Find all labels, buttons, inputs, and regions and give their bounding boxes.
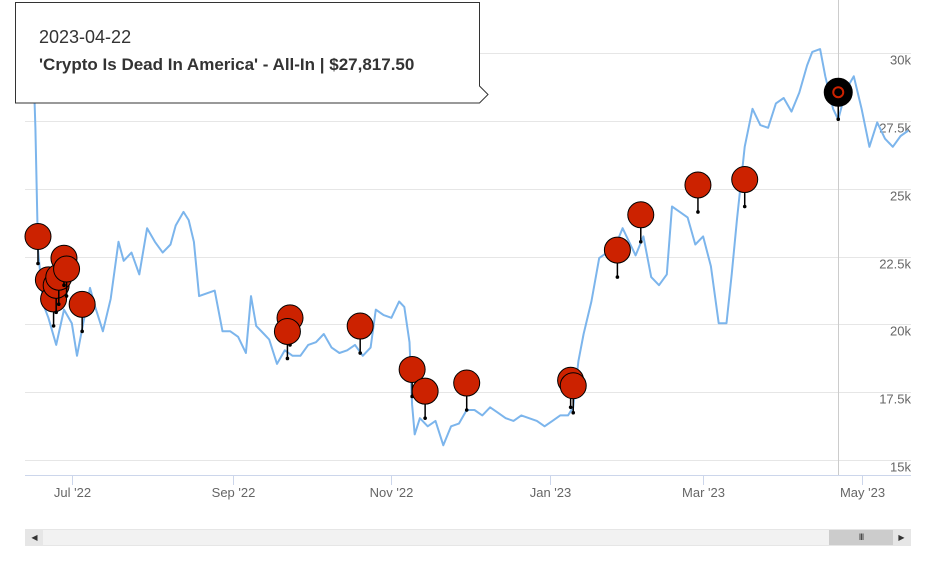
marker-head [559, 372, 587, 400]
event-markers[interactable] [24, 77, 853, 420]
marker-head [684, 171, 712, 199]
x-tick-label: Jan '23 [530, 485, 572, 500]
scroll-thumb[interactable]: III [829, 530, 893, 545]
marker-head [398, 355, 426, 383]
marker-dot [36, 261, 40, 266]
y-axis: 15k 17.5k 20k 22.5k 25k 27.5k 30k [879, 53, 911, 475]
marker-head [731, 166, 759, 194]
event-marker[interactable] [627, 201, 655, 244]
marker-dot [51, 324, 56, 328]
marker-head [346, 312, 374, 340]
marker-head [68, 290, 96, 318]
marker-head [603, 236, 631, 264]
marker-dot [568, 405, 573, 410]
y-tick-label: 27.5k [879, 121, 911, 136]
x-tick-label: May '23 [840, 485, 885, 500]
event-marker[interactable] [53, 255, 81, 298]
x-tick-label: Jul '22 [54, 485, 91, 500]
y-tick-label: 17.5k [879, 392, 911, 407]
price-series [29, 32, 909, 447]
marker-dot [696, 210, 700, 214]
marker-head [453, 369, 481, 397]
tooltip-text: 'Crypto Is Dead In America' - All-In | $… [39, 55, 415, 74]
price-line [29, 32, 909, 447]
y-tick-label: 20k [890, 324, 911, 339]
marker-head [24, 223, 52, 250]
y-tick-label: 15k [890, 460, 911, 475]
marker-dot [423, 416, 427, 420]
y-tick-label: 22.5k [879, 257, 911, 272]
event-marker[interactable] [603, 236, 631, 279]
marker-dot [358, 351, 362, 355]
marker-dot [56, 302, 61, 307]
x-tick-label: Nov '22 [370, 485, 414, 500]
marker-dot [80, 329, 84, 334]
x-tick-label: Mar '23 [682, 485, 725, 500]
scroll-right-button[interactable]: ▶ [893, 530, 910, 545]
marker-dot [615, 275, 620, 279]
marker-ring [832, 86, 845, 99]
highlighted-event-marker[interactable] [823, 77, 853, 122]
tooltip-date: 2023-04-22 [39, 27, 132, 47]
event-marker[interactable] [453, 369, 481, 412]
marker-head [53, 255, 81, 283]
marker-dot [285, 356, 290, 361]
marker-head [273, 317, 301, 345]
chart-scrollbar[interactable]: ◀ III ▶ [25, 529, 911, 546]
marker-dot [571, 410, 576, 415]
marker-dot [54, 310, 58, 315]
marker-head [627, 201, 655, 229]
event-marker[interactable] [346, 312, 374, 355]
tooltip: 2023-04-22 'Crypto Is Dead In America' -… [14, 1, 489, 104]
marker-dot [62, 283, 66, 288]
marker-dot [464, 408, 469, 412]
event-marker[interactable] [273, 317, 301, 361]
marker-head [823, 77, 853, 107]
event-marker[interactable] [559, 372, 587, 415]
event-marker[interactable] [731, 166, 759, 209]
x-tick-label: Sep '22 [212, 485, 256, 500]
event-marker[interactable] [68, 290, 96, 334]
event-marker[interactable] [684, 171, 712, 214]
marker-dot [638, 239, 643, 244]
y-tick-label: 25k [890, 189, 911, 204]
marker-head [411, 377, 439, 405]
x-axis: Jul '22 Sep '22 Nov '22 Jan '23 Mar '23 May '… [25, 475, 911, 500]
marker-dot [836, 117, 841, 122]
event-marker[interactable] [411, 377, 439, 420]
marker-dot [64, 294, 69, 298]
y-tick-label: 30k [890, 53, 911, 68]
tooltip-box [15, 2, 489, 104]
event-marker[interactable] [24, 223, 52, 266]
scroll-left-button[interactable]: ◀ [26, 530, 43, 545]
marker-dot [742, 204, 747, 209]
grid-lines [25, 53, 911, 461]
